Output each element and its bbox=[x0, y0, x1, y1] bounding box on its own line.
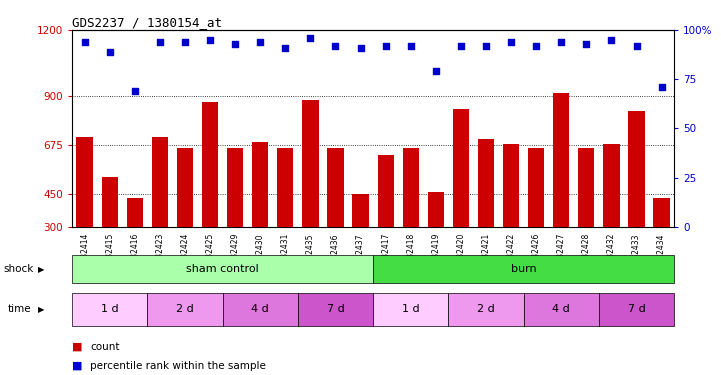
Text: sham control: sham control bbox=[186, 264, 259, 274]
Point bbox=[580, 41, 592, 47]
Point bbox=[229, 41, 241, 47]
Bar bbox=[327, 148, 344, 227]
Text: count: count bbox=[90, 342, 120, 352]
Point bbox=[355, 45, 366, 51]
Point bbox=[455, 43, 466, 49]
Bar bbox=[302, 100, 319, 227]
Text: burn: burn bbox=[510, 264, 536, 274]
Point bbox=[606, 37, 617, 43]
Text: ■: ■ bbox=[72, 342, 83, 352]
Text: 2 d: 2 d bbox=[477, 304, 495, 314]
Text: 7 d: 7 d bbox=[327, 304, 345, 314]
Bar bbox=[202, 102, 218, 227]
Text: ▶: ▶ bbox=[37, 265, 44, 274]
Bar bbox=[629, 111, 645, 227]
Bar bbox=[578, 148, 595, 227]
Text: 7 d: 7 d bbox=[628, 304, 645, 314]
Point bbox=[531, 43, 542, 49]
Text: percentile rank within the sample: percentile rank within the sample bbox=[90, 361, 266, 370]
Bar bbox=[528, 148, 544, 227]
Point bbox=[405, 43, 417, 49]
Point bbox=[79, 39, 90, 45]
Bar bbox=[428, 192, 444, 227]
Bar bbox=[478, 140, 494, 227]
Bar bbox=[127, 198, 143, 227]
Point bbox=[204, 37, 216, 43]
Text: ■: ■ bbox=[72, 361, 83, 370]
Bar bbox=[378, 154, 394, 227]
Bar bbox=[353, 194, 368, 227]
Text: time: time bbox=[7, 304, 31, 314]
Bar bbox=[553, 93, 570, 227]
Bar bbox=[151, 137, 168, 227]
Point bbox=[631, 43, 642, 49]
Point bbox=[656, 84, 668, 90]
Point bbox=[505, 39, 517, 45]
Text: 4 d: 4 d bbox=[252, 304, 269, 314]
Bar bbox=[76, 137, 93, 227]
Text: 1 d: 1 d bbox=[101, 304, 118, 314]
Point bbox=[129, 88, 141, 94]
Bar bbox=[227, 148, 243, 227]
Bar bbox=[177, 148, 193, 227]
Point bbox=[154, 39, 166, 45]
Point bbox=[380, 43, 392, 49]
Point bbox=[280, 45, 291, 51]
Point bbox=[430, 68, 441, 74]
Bar bbox=[453, 109, 469, 227]
Point bbox=[329, 43, 341, 49]
Point bbox=[180, 39, 191, 45]
Text: 4 d: 4 d bbox=[552, 304, 570, 314]
Point bbox=[555, 39, 567, 45]
Point bbox=[255, 39, 266, 45]
Point bbox=[104, 49, 115, 55]
Text: 1 d: 1 d bbox=[402, 304, 420, 314]
Text: ▶: ▶ bbox=[37, 305, 44, 314]
Bar bbox=[503, 144, 519, 227]
Bar bbox=[653, 198, 670, 227]
Text: 2 d: 2 d bbox=[176, 304, 194, 314]
Point bbox=[305, 35, 317, 41]
Point bbox=[480, 43, 492, 49]
Text: shock: shock bbox=[4, 264, 34, 274]
Text: GDS2237 / 1380154_at: GDS2237 / 1380154_at bbox=[72, 16, 222, 29]
Bar bbox=[252, 142, 268, 227]
Bar bbox=[603, 144, 619, 227]
Bar bbox=[102, 177, 118, 227]
Bar bbox=[277, 148, 293, 227]
Bar bbox=[402, 148, 419, 227]
